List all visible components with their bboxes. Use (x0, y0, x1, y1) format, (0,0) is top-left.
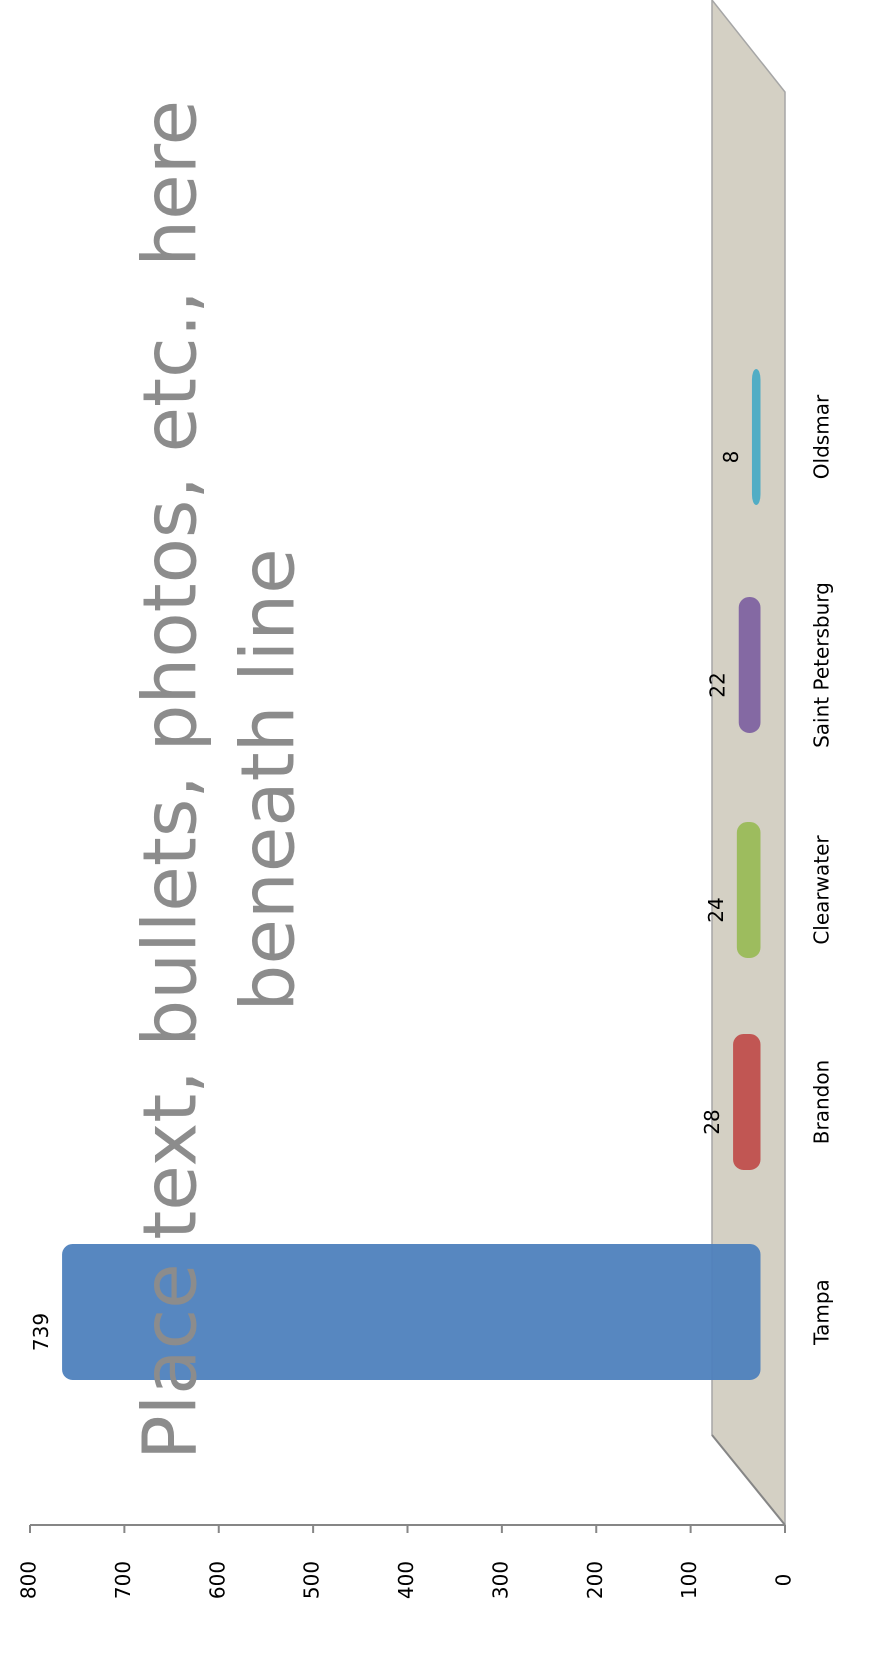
bar (736, 822, 761, 958)
x-tick-label: Saint Petersburg (810, 582, 834, 748)
rotated-chart: 0 100 200 300 400 500 600 700 800 Tampa 739 Brandon… (17, 0, 834, 1599)
data-label: 24 (704, 897, 728, 922)
y-tick-label: 400 (394, 1561, 418, 1599)
y-tick-label: 200 (583, 1561, 607, 1599)
placeholder-text: Place text, bullets, photos, etc., here (128, 100, 214, 1460)
data-label: 739 (29, 1313, 53, 1351)
data-label: 28 (700, 1109, 724, 1134)
y-tick-label: 600 (205, 1561, 229, 1599)
data-label: 8 (719, 451, 743, 464)
y-tick-label: 500 (300, 1561, 324, 1599)
bar (733, 1034, 761, 1170)
y-tick-label: 0 (772, 1574, 796, 1587)
y-tick-label: 800 (17, 1561, 41, 1599)
bar (751, 369, 761, 505)
y-tick-label: 300 (488, 1561, 512, 1599)
x-tick-label: Clearwater (810, 835, 834, 945)
y-tick-label: 700 (111, 1561, 135, 1599)
x-tick-label: Oldsmar (810, 394, 834, 479)
x-tick-label: Tampa (810, 1279, 834, 1346)
x-tick-label: Brandon (810, 1060, 834, 1144)
y-tick-label: 100 (677, 1561, 701, 1599)
placeholder-text: beneath line (226, 548, 312, 1011)
data-label: 22 (706, 672, 730, 697)
bar (62, 1244, 761, 1380)
floor-edge (711, 1434, 786, 1526)
bar (738, 597, 761, 733)
